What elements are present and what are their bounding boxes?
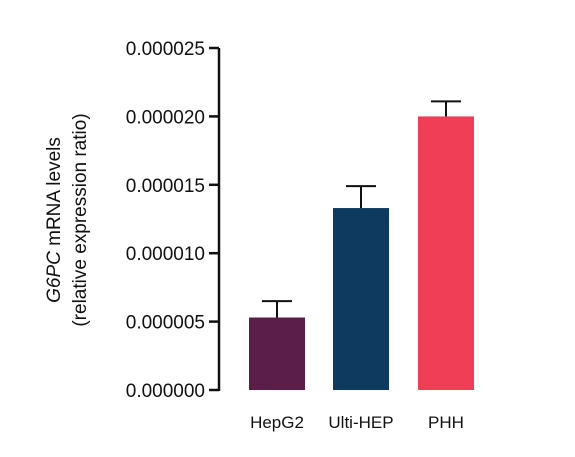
y-tick-label: 0.000005: [126, 313, 205, 334]
y-tick-label: 0.000000: [126, 381, 205, 402]
y-tick-label: 0.000010: [126, 244, 205, 265]
x-category-label: PHH: [428, 413, 464, 432]
y-axis-label-rest: mRNA levels: [44, 137, 65, 251]
y-axis-label-gene: G6PC: [44, 251, 65, 303]
y-axis-label-line2: (relative expression ratio): [70, 113, 91, 326]
bars: [249, 116, 474, 391]
y-tick-label: 0.000020: [126, 107, 205, 128]
y-axis-ticks: 0.000000 0.000005 0.000010 0.000015 0.000020…: [126, 39, 219, 402]
x-category-label: Ulti-HEP: [328, 413, 393, 432]
bar-ulti-hep: [333, 208, 389, 390]
y-tick-label: 0.000015: [126, 176, 205, 197]
svg-text:G6PC mRNA levels: G6PC mRNA levels: [44, 137, 65, 303]
y-tick-label: 0.000025: [126, 39, 205, 60]
bar-phh: [418, 116, 474, 391]
x-category-label: HepG2: [250, 413, 304, 432]
x-axis-categories: HepG2 Ulti-HEP PHH: [250, 413, 464, 432]
y-axis-label: G6PC mRNA levels (relative expression ra…: [44, 113, 91, 326]
error-bars: [262, 100, 461, 318]
bar-hepg2: [249, 317, 305, 390]
